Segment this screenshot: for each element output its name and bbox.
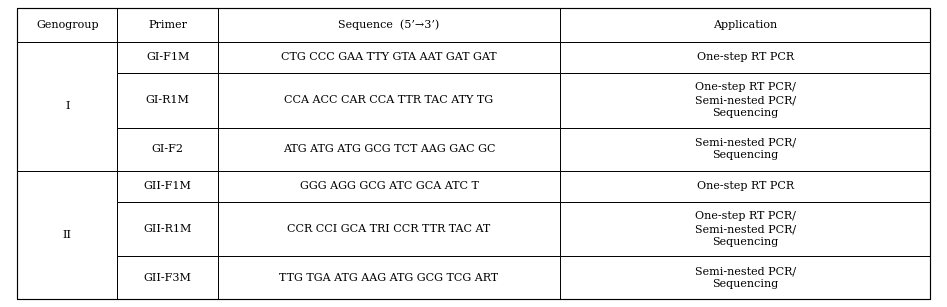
Text: GII-F1M: GII-F1M bbox=[144, 181, 191, 191]
Bar bbox=[17, 42, 117, 170]
Bar bbox=[17, 170, 117, 299]
Text: CCR CCI GCA TRI CCR TTR TAC AT: CCR CCI GCA TRI CCR TTR TAC AT bbox=[288, 224, 491, 234]
Bar bbox=[561, 256, 930, 299]
Text: One-step RT PCR/
Semi-nested PCR/
Sequencing: One-step RT PCR/ Semi-nested PCR/ Sequen… bbox=[694, 82, 795, 118]
Text: GI-F2: GI-F2 bbox=[152, 144, 184, 154]
Text: ATG ATG ATG GCG TCT AAG GAC GC: ATG ATG ATG GCG TCT AAG GAC GC bbox=[283, 144, 495, 154]
Bar bbox=[561, 170, 930, 202]
Bar bbox=[17, 8, 117, 42]
Text: CCA ACC CAR CCA TTR TAC ATY TG: CCA ACC CAR CCA TTR TAC ATY TG bbox=[284, 95, 493, 105]
Bar bbox=[117, 128, 218, 170]
Text: GII-F3M: GII-F3M bbox=[144, 273, 191, 283]
Bar bbox=[561, 202, 930, 256]
Text: GI-F1M: GI-F1M bbox=[146, 52, 189, 62]
Text: GGG AGG GCG ATC GCA ATC T: GGG AGG GCG ATC GCA ATC T bbox=[299, 181, 478, 191]
Text: TTG TGA ATG AAG ATG GCG TCG ART: TTG TGA ATG AAG ATG GCG TCG ART bbox=[279, 273, 499, 283]
Bar bbox=[117, 73, 218, 128]
Bar bbox=[117, 202, 218, 256]
Bar bbox=[218, 42, 561, 73]
Text: One-step RT PCR/
Semi-nested PCR/
Sequencing: One-step RT PCR/ Semi-nested PCR/ Sequen… bbox=[694, 211, 795, 247]
Text: Genogroup: Genogroup bbox=[36, 20, 98, 30]
Text: CTG CCC GAA TTY GTA AAT GAT GAT: CTG CCC GAA TTY GTA AAT GAT GAT bbox=[281, 52, 497, 62]
Bar bbox=[218, 73, 561, 128]
Text: Application: Application bbox=[713, 20, 777, 30]
Text: GII-R1M: GII-R1M bbox=[144, 224, 192, 234]
Bar bbox=[218, 170, 561, 202]
Bar bbox=[561, 73, 930, 128]
Text: Semi-nested PCR/
Sequencing: Semi-nested PCR/ Sequencing bbox=[694, 266, 795, 289]
Text: Semi-nested PCR/
Sequencing: Semi-nested PCR/ Sequencing bbox=[694, 138, 795, 161]
Text: One-step RT PCR: One-step RT PCR bbox=[697, 52, 794, 62]
Text: GI-R1M: GI-R1M bbox=[146, 95, 189, 105]
Bar bbox=[117, 42, 218, 73]
Bar bbox=[218, 256, 561, 299]
Bar bbox=[218, 202, 561, 256]
Bar bbox=[117, 256, 218, 299]
Bar bbox=[218, 128, 561, 170]
Bar bbox=[218, 8, 561, 42]
Text: Sequence  (5’→3’): Sequence (5’→3’) bbox=[338, 19, 439, 30]
Text: One-step RT PCR: One-step RT PCR bbox=[697, 181, 794, 191]
Bar bbox=[117, 8, 218, 42]
Text: II: II bbox=[63, 230, 72, 240]
Text: Primer: Primer bbox=[148, 20, 188, 30]
Bar bbox=[561, 128, 930, 170]
Bar bbox=[561, 42, 930, 73]
Bar bbox=[561, 8, 930, 42]
Bar bbox=[117, 170, 218, 202]
Text: I: I bbox=[65, 101, 69, 111]
